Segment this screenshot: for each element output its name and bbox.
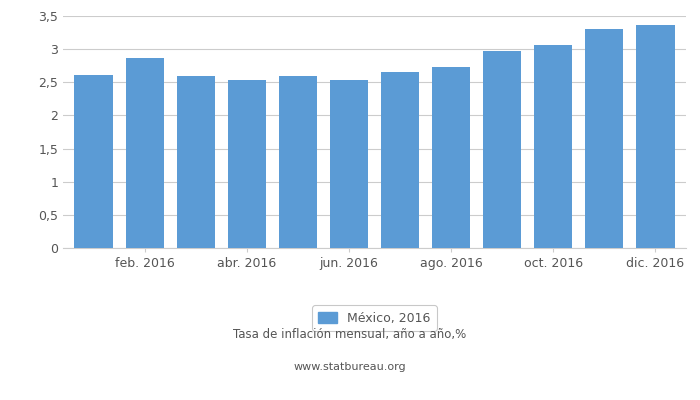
Legend: México, 2016: México, 2016 (312, 305, 437, 331)
Text: Tasa de inflación mensual, año a año,%: Tasa de inflación mensual, año a año,% (233, 328, 467, 341)
Bar (330, 80, 368, 248)
Text: www.statbureau.org: www.statbureau.org (294, 362, 406, 372)
Bar (228, 80, 266, 248)
Bar (125, 58, 164, 248)
Bar (279, 76, 317, 248)
Bar (534, 45, 573, 248)
Bar (585, 28, 624, 248)
Bar (176, 76, 215, 248)
Bar (636, 25, 675, 248)
Bar (432, 67, 470, 248)
Bar (483, 51, 522, 248)
Bar (74, 75, 113, 248)
Bar (381, 72, 419, 248)
